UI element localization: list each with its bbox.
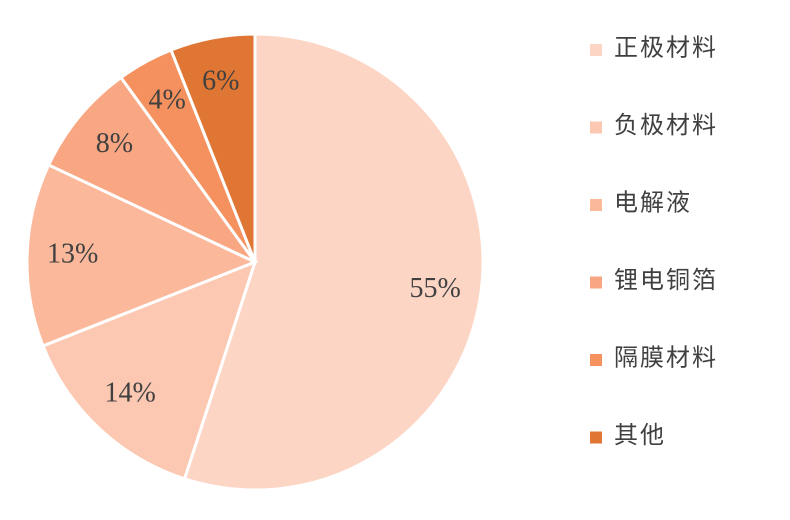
legend-label: 电解液 <box>614 190 692 217</box>
legend-label: 其他 <box>614 422 666 449</box>
data-label: 55% <box>409 273 460 304</box>
data-label: 14% <box>104 377 155 408</box>
pie-slice <box>46 75 257 264</box>
pie-slice <box>182 32 485 492</box>
legend-swatch <box>590 431 602 444</box>
legend-label: 锂电铜箔 <box>614 267 718 294</box>
pie-slice <box>169 32 257 263</box>
pie-slice <box>25 162 259 348</box>
legend-swatch <box>590 44 602 56</box>
legend-swatch <box>590 199 602 211</box>
pie-slice <box>41 259 258 481</box>
legend-swatch <box>590 354 602 366</box>
data-label: 6% <box>202 65 239 96</box>
legend-swatch <box>590 276 602 289</box>
data-label: 4% <box>148 85 185 116</box>
legend-swatch <box>590 121 602 134</box>
data-label: 13% <box>47 239 98 270</box>
legend-label: 正极材料 <box>614 35 718 62</box>
data-label: 8% <box>96 128 133 159</box>
legend-label: 隔膜材料 <box>614 345 718 372</box>
legend-label: 负极材料 <box>614 112 718 139</box>
